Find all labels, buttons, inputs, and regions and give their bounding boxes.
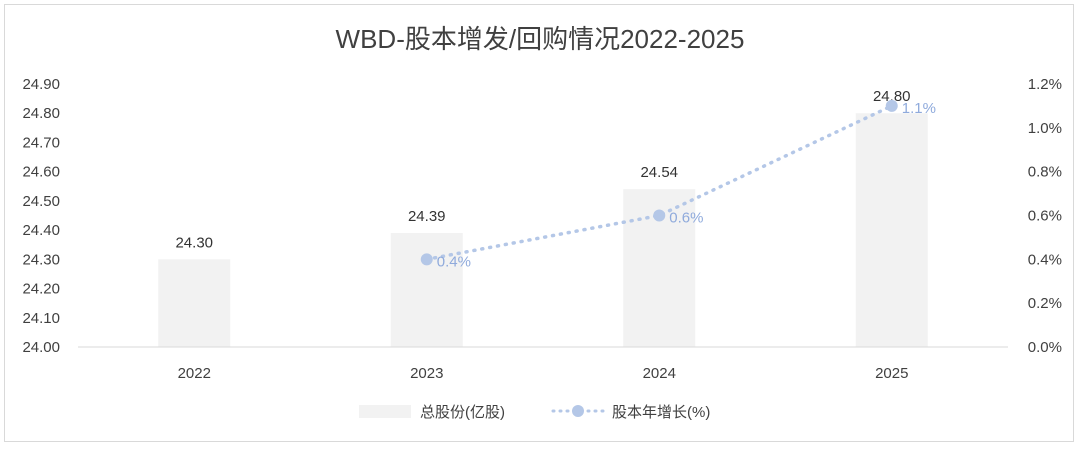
- bar: [390, 233, 463, 347]
- line-point: [420, 253, 433, 266]
- legend-line-marker: [572, 405, 584, 417]
- right-tick-label: 0.6%: [1028, 208, 1062, 225]
- left-tick-label: 24.30: [22, 251, 60, 268]
- right-axis: 0.0% 0.2% 0.4% 0.6% 0.8% 1.0% 1.2%: [1028, 76, 1062, 356]
- bar-data-label: 24.39: [408, 208, 446, 225]
- bar: [855, 113, 928, 347]
- line-point: [885, 99, 898, 112]
- left-tick-label: 24.70: [22, 134, 60, 151]
- growth-line: [425, 104, 894, 262]
- right-tick-label: 0.2%: [1028, 295, 1062, 312]
- x-tick-label: 2023: [410, 365, 443, 382]
- left-tick-label: 24.00: [22, 339, 60, 356]
- left-tick-label: 24.60: [22, 164, 60, 181]
- line-series: 0.4% 0.6% 1.1%: [420, 99, 936, 270]
- line-data-label: 1.1%: [902, 100, 936, 117]
- bar-series: 24.30 24.39 24.54 24.80: [158, 88, 928, 347]
- line-data-label: 0.6%: [669, 210, 703, 227]
- left-axis: 24.00 24.10 24.20 24.30 24.40 24.50 24.60 24.70…: [22, 76, 60, 356]
- line-data-label: 0.4%: [437, 253, 471, 270]
- left-tick-label: 24.20: [22, 281, 60, 298]
- chart-title: WBD-股本增发/回购情况2022-2025: [336, 24, 745, 54]
- legend-bar-swatch: [359, 405, 411, 418]
- legend-line-label: 股本年增长(%): [612, 404, 710, 421]
- bar-data-label: 24.54: [640, 164, 678, 181]
- bar-data-label: 24.80: [873, 88, 911, 105]
- bar-data-label: 24.30: [175, 234, 213, 251]
- legend-bar-label: 总股份(亿股): [420, 404, 505, 421]
- bar: [158, 259, 231, 347]
- x-tick-label: 2022: [178, 365, 211, 382]
- left-tick-label: 24.80: [22, 105, 60, 122]
- left-tick-label: 24.50: [22, 193, 60, 210]
- left-tick-label: 24.40: [22, 222, 60, 239]
- line-point: [653, 209, 666, 222]
- right-tick-label: 1.2%: [1028, 76, 1062, 93]
- left-tick-label: 24.90: [22, 76, 60, 93]
- right-tick-label: 0.4%: [1028, 251, 1062, 268]
- right-tick-label: 0.0%: [1028, 339, 1062, 356]
- legend: 总股份(亿股) 股本年增长(%): [359, 404, 710, 421]
- right-tick-label: 0.8%: [1028, 164, 1062, 181]
- x-axis: 2022 2023 2024 2025: [178, 365, 909, 382]
- left-tick-label: 24.10: [22, 310, 60, 327]
- right-tick-label: 1.0%: [1028, 120, 1062, 137]
- x-tick-label: 2024: [643, 365, 676, 382]
- x-tick-label: 2025: [875, 365, 908, 382]
